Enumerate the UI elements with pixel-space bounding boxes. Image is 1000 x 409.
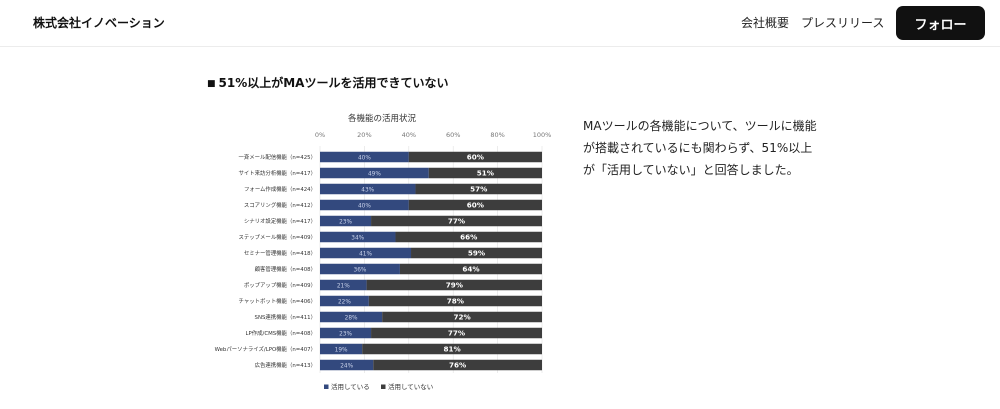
bar-using	[320, 231, 396, 243]
company-logo[interactable]: 株式会社イノベーション	[33, 16, 165, 30]
bar-not-using	[408, 151, 542, 163]
category-label: セミナー管理機能（n=418）	[244, 249, 316, 257]
data-label-using: 40%	[358, 203, 371, 209]
legend-label-using: 活用している	[331, 382, 370, 391]
bar-not-using	[411, 247, 542, 259]
x-tick-label: 100%	[533, 131, 552, 139]
x-tick-label: 0%	[315, 131, 325, 139]
bar-using	[320, 279, 367, 291]
bar-not-using	[408, 199, 542, 211]
data-label-not-using: 79%	[446, 280, 463, 289]
data-label-not-using: 59%	[468, 248, 485, 257]
bar-using	[320, 167, 429, 179]
data-label-not-using: 77%	[448, 216, 465, 225]
category-label: シナリオ設定機能（n=417）	[244, 217, 316, 225]
legend-swatch-using	[324, 384, 329, 389]
heading-bullet: ■	[207, 79, 216, 89]
data-label-using: 49%	[368, 171, 381, 177]
data-label-using: 21%	[337, 283, 350, 289]
category-label: ステップメール機能（n=409）	[238, 233, 316, 241]
data-label-not-using: 57%	[470, 184, 487, 193]
data-label-using: 22%	[338, 299, 351, 305]
usage-chart: 各機能の活用状況 0% 20% 40% 60% 80% 100% 一斉メール配信機能（n=42…	[215, 113, 552, 391]
data-label-using: 23%	[339, 331, 352, 337]
bar-not-using	[395, 231, 542, 243]
bar-not-using	[368, 295, 542, 307]
data-label-using: 19%	[335, 347, 348, 353]
data-label-using: 41%	[359, 251, 372, 257]
x-tick-label: 40%	[402, 131, 416, 139]
bar-using	[320, 215, 372, 227]
category-label: SNS連携機能（n=411）	[255, 313, 316, 321]
data-label-not-using: 60%	[467, 200, 484, 209]
nav-company-overview[interactable]: 会社概要	[741, 16, 790, 30]
category-label: スコアリング機能（n=412）	[244, 201, 316, 209]
bar-not-using	[382, 311, 542, 323]
data-label-not-using: 81%	[443, 344, 460, 353]
category-label: フォーム作成機能（n=424）	[244, 185, 316, 193]
category-label: チャットボット機能（n=406）	[239, 297, 316, 305]
data-label-not-using: 60%	[467, 152, 484, 161]
legend-label-not-using: 活用していない	[388, 382, 433, 391]
category-label: 顧客管理機能（n=408）	[255, 265, 316, 273]
data-label-not-using: 66%	[460, 232, 477, 241]
bar-using	[320, 327, 372, 339]
data-label-using: 43%	[361, 187, 374, 193]
data-label-not-using: 76%	[449, 360, 466, 369]
data-label-not-using: 64%	[462, 264, 479, 273]
data-label-using: 28%	[345, 315, 358, 321]
category-label: Webパーソナライズ/LPO機能（n=407）	[215, 345, 316, 353]
data-label-using: 34%	[351, 235, 364, 241]
category-label: サイト来訪分析機能（n=417）	[238, 169, 316, 177]
bar-not-using	[366, 279, 542, 291]
data-label-not-using: 51%	[477, 168, 494, 177]
x-tick-label: 80%	[490, 131, 504, 139]
bar-using	[320, 151, 409, 163]
category-label: LP作成/CMS機能（n=408）	[246, 329, 316, 337]
data-label-not-using: 72%	[453, 312, 470, 321]
legend-swatch-not-using	[381, 384, 386, 389]
section-heading: ■ 51%以上がMAツールを活用できていない	[207, 74, 448, 91]
bar-using	[320, 359, 374, 371]
bar-not-using	[415, 183, 542, 195]
description-text: MAツールの各機能について、ツールに機能が搭載されているにも関わらず、51%以上…	[583, 119, 817, 177]
category-label: 広告連携機能（n=413）	[255, 361, 316, 369]
bar-using	[320, 311, 383, 323]
bar-using	[320, 199, 409, 211]
nav-press-releases[interactable]: プレスリリース	[801, 16, 885, 30]
data-label-using: 24%	[340, 363, 353, 369]
data-label-not-using: 77%	[448, 328, 465, 337]
bar-not-using	[428, 167, 542, 179]
category-label: 一斉メール配信機能（n=425）	[238, 153, 316, 161]
data-label-not-using: 78%	[447, 296, 464, 305]
x-tick-label: 20%	[357, 131, 371, 139]
follow-button[interactable]: フォロー	[896, 6, 985, 40]
x-tick-label: 60%	[446, 131, 460, 139]
bar-using	[320, 263, 400, 275]
heading-text: 51%以上がMAツールを活用できていない	[218, 76, 449, 90]
bar-using	[320, 183, 416, 195]
bar-not-using	[362, 343, 542, 355]
data-label-using: 36%	[354, 267, 367, 273]
bar-using	[320, 295, 369, 307]
chart-title: 各機能の活用状況	[348, 113, 417, 124]
site-header: 株式会社イノベーション 会社概要 プレスリリース フォロー	[0, 0, 1000, 47]
bar-using	[320, 343, 363, 355]
bar-not-using	[373, 359, 542, 371]
bar-not-using	[371, 327, 542, 339]
bar-using	[320, 247, 412, 259]
category-label: ポップアップ機能（n=409）	[244, 281, 316, 289]
bar-not-using	[371, 215, 542, 227]
bar-not-using	[399, 263, 542, 275]
data-label-using: 40%	[358, 155, 371, 161]
data-label-using: 23%	[339, 219, 352, 225]
